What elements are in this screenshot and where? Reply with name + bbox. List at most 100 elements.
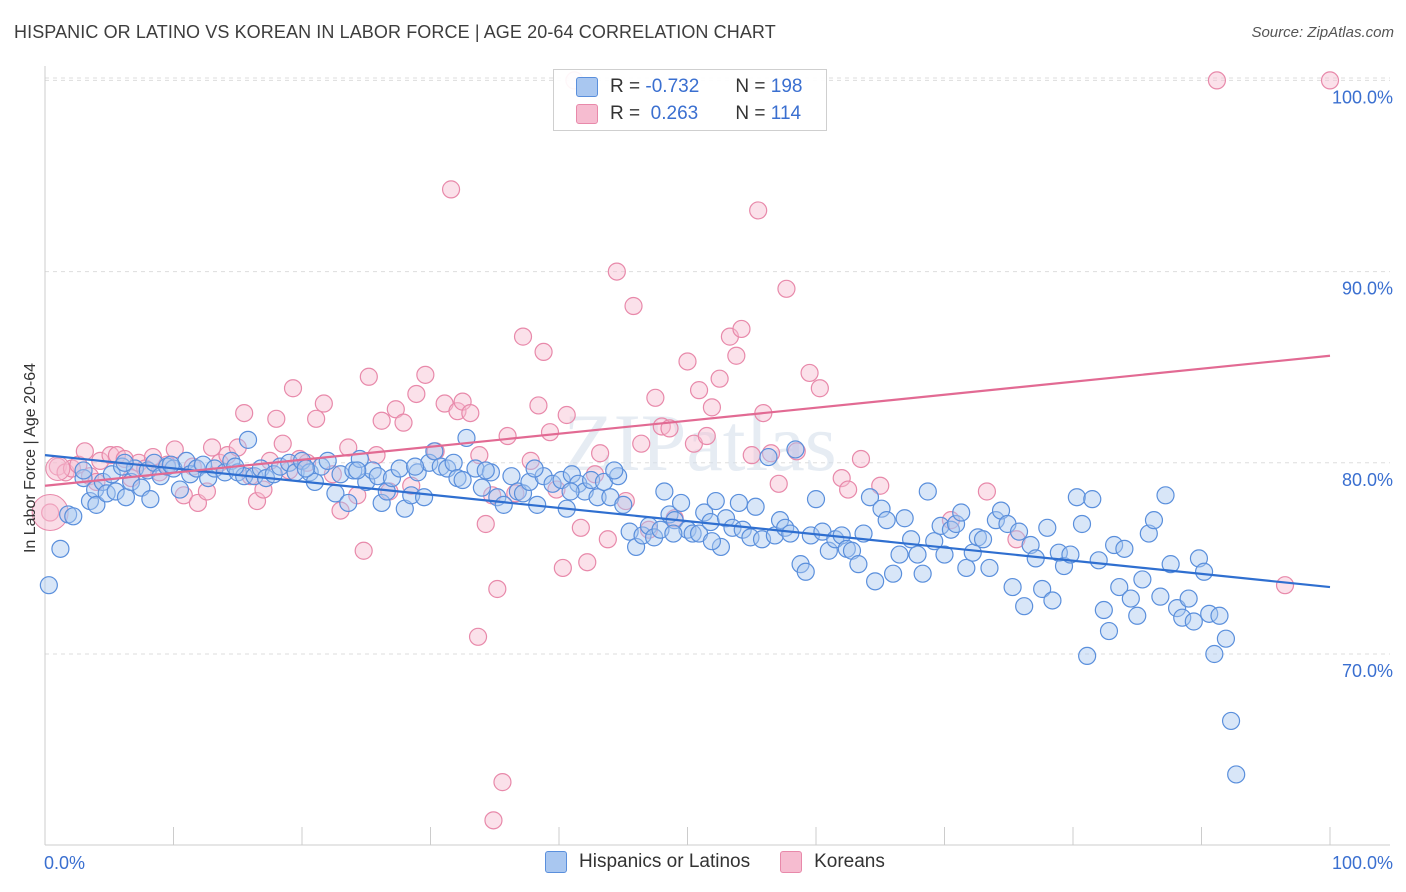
data-point — [472, 478, 491, 497]
chart-title: HISPANIC OR LATINO VS KOREAN IN LABOR FO… — [14, 22, 776, 42]
data-point — [235, 403, 254, 423]
data-point — [957, 558, 976, 578]
data-point — [87, 495, 106, 514]
data-point — [525, 459, 544, 478]
data-point — [832, 468, 851, 488]
data-point — [461, 403, 480, 423]
data-point — [502, 467, 521, 486]
data-point — [506, 484, 525, 503]
data-point — [890, 545, 909, 564]
data-point — [354, 541, 373, 560]
data-point — [1216, 629, 1236, 648]
data-point — [254, 480, 273, 499]
data-point — [1078, 646, 1097, 666]
data-point — [45, 456, 71, 482]
data-point — [314, 394, 333, 413]
data-point — [1156, 486, 1175, 505]
data-point — [851, 449, 871, 469]
data-point — [339, 493, 358, 513]
data-point — [1089, 551, 1108, 570]
data-point — [1275, 576, 1295, 595]
data-point — [247, 491, 267, 511]
data-point — [796, 562, 815, 581]
data-point — [571, 518, 590, 537]
legend-row-koreans: R = 0.263 N = 114 — [576, 101, 801, 127]
data-point — [732, 319, 751, 339]
data-point — [1099, 621, 1119, 641]
data-point — [1173, 608, 1192, 627]
data-point — [702, 532, 722, 551]
data-point — [607, 262, 626, 281]
data-point — [283, 379, 303, 398]
data-point — [1205, 644, 1224, 664]
y-tick-labels: 70.0% 80.0% 90.0% 100.0% — [1332, 87, 1393, 681]
data-point — [695, 503, 714, 522]
data-point — [543, 474, 562, 493]
data-point — [578, 553, 597, 572]
data-point — [1210, 606, 1229, 625]
data-point — [883, 564, 903, 583]
data-point — [367, 446, 386, 465]
legend-item-hispanics[interactable]: Hispanics or Latinos — [545, 851, 750, 873]
data-point — [394, 413, 413, 432]
trend-line-hispanics — [44, 454, 1331, 589]
data-point — [498, 426, 517, 446]
data-point — [759, 447, 778, 467]
legend-r-label: R = — [610, 76, 641, 97]
legend-n-value: 114 — [770, 103, 802, 124]
data-point — [746, 497, 765, 516]
data-point — [1061, 545, 1080, 564]
x-tick-label: 0.0% — [44, 853, 85, 873]
data-point — [624, 296, 643, 316]
data-point — [1094, 600, 1113, 620]
data-point — [494, 495, 513, 514]
trend-lines — [44, 354, 1331, 589]
data-point — [973, 530, 993, 549]
data-point — [605, 461, 624, 480]
data-point — [561, 482, 580, 501]
data-point — [1072, 514, 1092, 534]
data-point — [741, 528, 760, 547]
data-point — [51, 539, 70, 558]
data-point — [1049, 543, 1068, 562]
data-point — [931, 516, 950, 535]
data-point — [614, 495, 633, 514]
x-tick-label: 100.0% — [1332, 853, 1393, 873]
gridlines — [45, 77, 1390, 655]
data-point — [513, 327, 533, 346]
data-point — [946, 514, 966, 534]
data-point — [591, 444, 610, 463]
legend-r-value: 0.263 — [645, 103, 699, 124]
data-point — [877, 511, 896, 530]
data-point — [697, 426, 716, 446]
y-tick-label: 80.0% — [1342, 470, 1393, 490]
data-point — [488, 579, 507, 599]
data-point — [444, 453, 463, 472]
data-point — [513, 484, 533, 503]
data-point — [557, 405, 576, 425]
data-point — [414, 488, 434, 507]
data-point — [986, 511, 1006, 530]
legend-label-koreans: Koreans — [814, 851, 885, 872]
data-point — [540, 423, 560, 442]
data-point — [1121, 589, 1140, 608]
data-point — [588, 488, 607, 507]
data-point — [633, 526, 652, 545]
data-point — [1110, 577, 1129, 597]
data-point — [786, 440, 805, 459]
data-point — [331, 501, 350, 520]
legend-swatch-blue — [545, 851, 567, 873]
data-point — [359, 367, 378, 386]
data-point — [1003, 577, 1022, 597]
data-point — [908, 545, 927, 564]
data-point — [872, 499, 891, 518]
data-point — [1043, 591, 1062, 610]
data-point — [386, 400, 405, 419]
data-point — [165, 440, 184, 459]
data-point — [161, 455, 181, 474]
data-point — [806, 490, 826, 509]
data-point — [476, 461, 495, 480]
data-point — [977, 482, 997, 501]
legend-item-koreans[interactable]: Koreans — [780, 851, 885, 873]
